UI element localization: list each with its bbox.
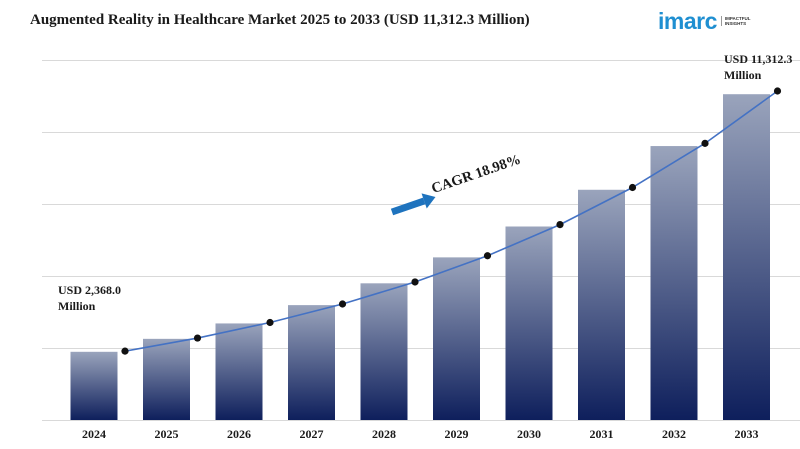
x-tick-label-2029: 2029	[445, 427, 469, 441]
trend-line	[124, 90, 778, 352]
x-tick-label-2025: 2025	[155, 427, 179, 441]
trend-point-2030	[556, 220, 564, 229]
trend-point-2027	[338, 300, 347, 308]
trend-point-2024	[121, 347, 129, 355]
bar-2026	[215, 323, 263, 420]
x-tick-label-2030: 2030	[517, 427, 541, 441]
bar-2024	[70, 351, 118, 420]
bar-2027	[288, 305, 335, 420]
imarc-logo: imarc IMPACTFUL INSIGHTS	[658, 8, 751, 34]
cagr-arrow-icon	[390, 193, 436, 216]
end-value-line1: USD 11,312.3	[724, 52, 793, 66]
cagr-arrow-group	[390, 193, 436, 216]
logo-tagline: IMPACTFUL INSIGHTS	[720, 16, 751, 26]
x-tick-label-2028: 2028	[372, 427, 396, 441]
x-axis-ticks: 2024 2025 2026 2027 2028 2029 2030 2031 2032 2033	[82, 427, 759, 441]
logo-tagline-line2: INSIGHTS	[724, 21, 747, 26]
x-tick-label-2027: 2027	[300, 427, 324, 441]
end-value-line2: Million	[724, 68, 762, 82]
trend-point-2029	[483, 252, 492, 260]
trend-line-group	[121, 87, 782, 355]
end-value-annotation: USD 11,312.3 Million	[724, 51, 792, 83]
trend-point-2025	[193, 334, 202, 342]
logo-tagline-line1: IMPACTFUL	[724, 16, 751, 21]
bar-2025	[143, 338, 190, 420]
bars	[70, 94, 770, 421]
x-tick-label-2024: 2024	[82, 427, 106, 441]
bar-2031	[578, 189, 625, 420]
bar-2030	[505, 226, 553, 420]
bar-2033	[723, 94, 770, 421]
bar-2029	[433, 257, 480, 420]
x-tick-label-2026: 2026	[227, 427, 251, 441]
cagr-arrow-head	[421, 193, 436, 209]
chart-title: Augmented Reality in Healthcare Market 2…	[30, 12, 530, 28]
logo-wordmark: imarc	[658, 7, 717, 34]
x-tick-label-2032: 2032	[662, 427, 686, 441]
trend-point-2026	[266, 318, 274, 327]
trend-point-2032	[701, 139, 709, 147]
start-value-line2: Million	[58, 299, 96, 313]
bar-2032	[650, 146, 698, 421]
start-value-annotation: USD 2,368.0 Million	[58, 282, 121, 314]
x-tick-label-2031: 2031	[590, 427, 614, 441]
cagr-arrow-shaft	[390, 197, 426, 216]
trend-point-2028	[411, 278, 419, 286]
trend-point-2031	[628, 183, 637, 192]
x-tick-label-2033: 2033	[735, 427, 759, 441]
bar-2028	[360, 283, 408, 420]
start-value-line1: USD 2,368.0	[58, 283, 122, 297]
trend-point-2033	[773, 87, 782, 95]
